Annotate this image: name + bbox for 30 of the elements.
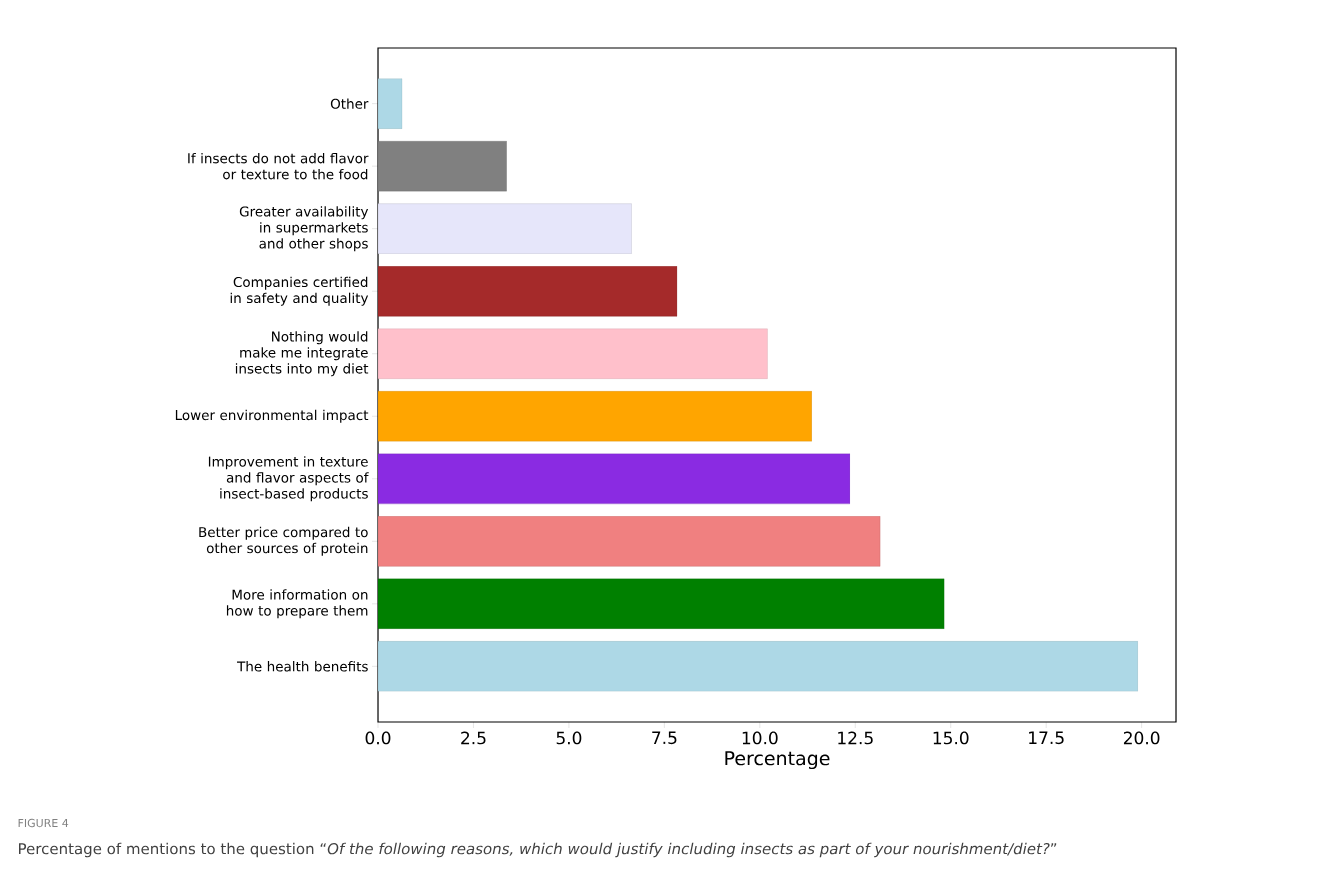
x-tick-label: 0.0 <box>365 731 391 745</box>
bar <box>378 578 945 630</box>
y-tick-label: Better price compared to other sources of protein <box>199 526 368 556</box>
y-tick-label: Other <box>330 98 369 109</box>
y-tick-label: The health benefits <box>237 661 368 672</box>
x-tick-label: 10.0 <box>742 731 778 745</box>
y-tick-label: If insects do not add flavor or texture to the food <box>188 152 369 180</box>
x-tick-label: 20.0 <box>1123 731 1160 745</box>
x-axis-title: Percentage <box>725 751 830 770</box>
caption: FIGURE 4 <box>18 818 69 828</box>
bar <box>378 140 507 192</box>
bar <box>378 266 678 317</box>
text: Percentage of mentions to the question “Of the following reasons, which would justify including insects as part of your nourishment/diet?” <box>19 842 1057 858</box>
x-tick-label: 5.0 <box>556 731 582 745</box>
y-tick-label: Greater availability in supermarkets and other shops <box>239 206 369 252</box>
bar <box>378 391 812 442</box>
bar <box>378 328 768 379</box>
y-tick-label: More information on how to prepare them <box>226 589 368 619</box>
y-tick-label: Nothing would make me integrate insects into my diet <box>235 331 369 377</box>
bar <box>378 203 632 254</box>
x-tick-label: 15.0 <box>933 731 969 745</box>
y-tick-label: Improvement in texture and flavor aspects of insect-based products <box>208 456 369 502</box>
bar <box>378 78 403 129</box>
x-tick-label: 17.5 <box>1029 731 1064 745</box>
x-tick-label: 7.5 <box>652 731 677 745</box>
bar <box>378 641 1139 692</box>
x-tick-label: 2.5 <box>461 731 486 745</box>
y-tick-label: Companies certified in safety and quality <box>230 276 369 306</box>
y-tick-label: Lower environmental impact <box>175 409 369 423</box>
x-tick-label: 12.5 <box>838 731 873 745</box>
